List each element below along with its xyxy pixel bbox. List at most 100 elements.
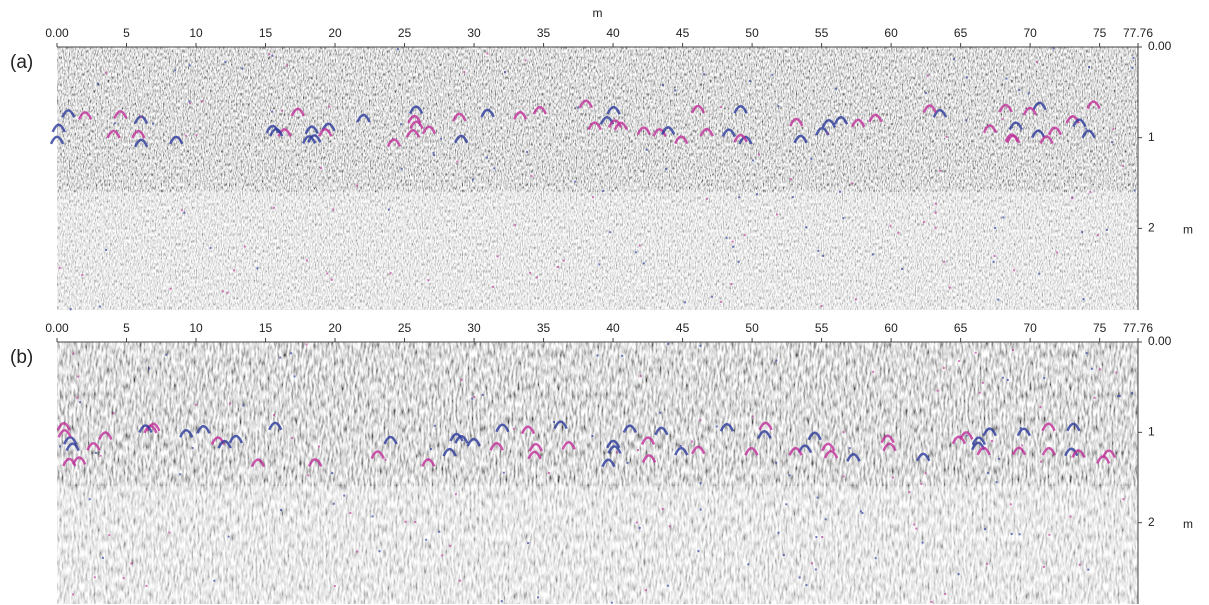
- reflection: [1041, 422, 1056, 432]
- reflection: [77, 111, 93, 120]
- speckle: [948, 286, 951, 289]
- reflection: [971, 436, 986, 446]
- speckle: [552, 420, 555, 423]
- speckle: [699, 482, 702, 485]
- speckle: [711, 295, 714, 298]
- speckle: [981, 381, 984, 384]
- reflection: [1081, 129, 1096, 139]
- reflection: [386, 138, 402, 147]
- speckle: [810, 157, 813, 160]
- speckle: [1009, 503, 1012, 506]
- x-tick-label: 70: [1023, 26, 1037, 40]
- reflection: [868, 113, 883, 123]
- reflection: [833, 116, 849, 125]
- x-tick-label: 5: [123, 321, 130, 335]
- speckle: [872, 253, 875, 256]
- speckle: [998, 457, 1001, 460]
- speckle: [634, 251, 637, 254]
- reflection: [1022, 106, 1038, 116]
- speckle: [502, 471, 505, 474]
- y-axis-label: m: [1183, 517, 1193, 531]
- speckle: [965, 434, 968, 437]
- speckle: [693, 107, 696, 110]
- x-tick-label: 65: [954, 321, 968, 335]
- reflection: [356, 113, 371, 123]
- speckle: [1131, 392, 1134, 395]
- speckle: [180, 209, 183, 212]
- speckle: [356, 550, 359, 553]
- reflection: [466, 437, 481, 447]
- radargram-noise: [57, 342, 1138, 604]
- speckle: [496, 255, 499, 258]
- speckle: [748, 79, 751, 82]
- speckle: [1081, 231, 1084, 234]
- x-tick-label: 25: [398, 26, 412, 40]
- x-tick-label: 35: [537, 26, 551, 40]
- speckle: [666, 584, 669, 587]
- speckle: [389, 272, 392, 275]
- x-tick-label: 70: [1023, 321, 1037, 335]
- speckle: [986, 562, 989, 565]
- speckle: [512, 427, 515, 430]
- reflection: [442, 447, 457, 457]
- speckle: [815, 536, 818, 539]
- speckle: [697, 550, 700, 553]
- reflection: [454, 134, 469, 144]
- reflection: [520, 425, 536, 435]
- speckle: [378, 550, 381, 553]
- reflection: [587, 121, 602, 131]
- speckle: [732, 245, 735, 248]
- speckle: [221, 290, 224, 293]
- speckle: [747, 563, 750, 566]
- speckle: [725, 236, 728, 239]
- speckle: [924, 92, 927, 95]
- speckle: [1035, 60, 1038, 63]
- reflection: [691, 445, 706, 455]
- speckle: [1038, 272, 1041, 275]
- reflection: [489, 442, 504, 451]
- reflection: [196, 424, 211, 434]
- speckle: [854, 298, 857, 301]
- speckle: [848, 447, 851, 450]
- speckle: [165, 353, 168, 356]
- y-tick-label: 1: [1148, 425, 1155, 439]
- reflection: [606, 439, 621, 449]
- speckle: [936, 389, 939, 392]
- speckle: [491, 285, 494, 288]
- speckle: [891, 476, 894, 479]
- reflection: [1072, 118, 1087, 128]
- speckle: [872, 370, 875, 373]
- reflection: [56, 422, 71, 431]
- speckle: [811, 562, 814, 565]
- speckle: [668, 525, 671, 528]
- speckle: [1020, 444, 1023, 447]
- speckle: [1010, 532, 1013, 535]
- reflection: [660, 126, 676, 135]
- speckle: [699, 419, 702, 422]
- speckle: [195, 403, 198, 406]
- speckle: [1012, 348, 1015, 351]
- speckle: [719, 106, 722, 109]
- x-tick-label: 20: [328, 26, 342, 40]
- speckle: [291, 437, 294, 440]
- speckle: [503, 71, 506, 74]
- speckle: [493, 167, 496, 170]
- speckle: [59, 445, 62, 448]
- reflection: [113, 110, 128, 119]
- speckle: [93, 576, 96, 579]
- speckle: [908, 491, 911, 494]
- speckle: [705, 197, 708, 200]
- speckle: [537, 596, 540, 599]
- reflection: [561, 441, 576, 450]
- speckle: [349, 512, 352, 515]
- speckle: [730, 283, 733, 286]
- speckle: [957, 573, 960, 576]
- speckle: [1105, 228, 1108, 231]
- reflection: [409, 105, 424, 115]
- speckle: [271, 110, 274, 113]
- speckle: [527, 542, 530, 545]
- speckle: [438, 530, 441, 533]
- speckle: [574, 180, 577, 183]
- speckle: [958, 360, 961, 363]
- speckle: [454, 493, 457, 496]
